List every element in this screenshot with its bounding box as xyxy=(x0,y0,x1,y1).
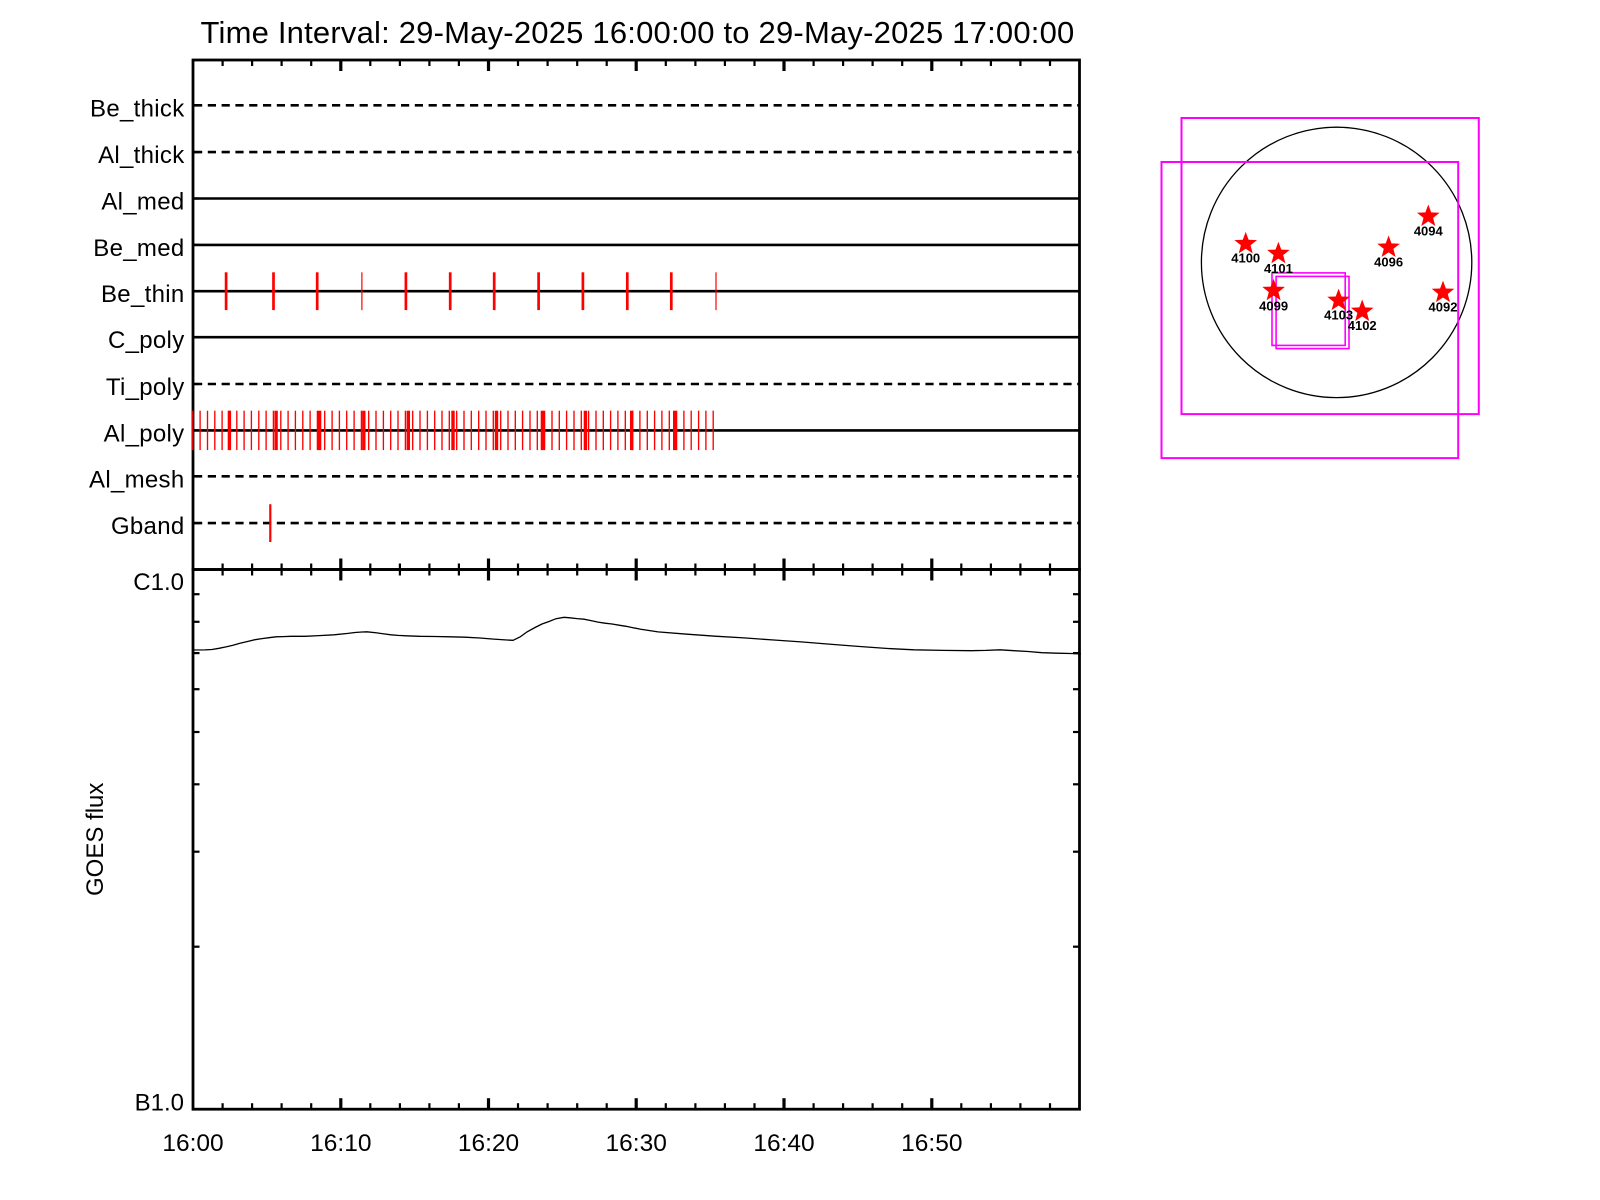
svg-text:Ti_poly: Ti_poly xyxy=(106,374,185,401)
svg-text:4099: 4099 xyxy=(1259,299,1288,314)
svg-text:GOES flux: GOES flux xyxy=(82,783,109,896)
svg-text:16:20: 16:20 xyxy=(458,1130,519,1157)
svg-text:16:40: 16:40 xyxy=(753,1130,814,1157)
svg-text:Be_thick: Be_thick xyxy=(90,95,185,122)
svg-text:16:00: 16:00 xyxy=(162,1130,223,1157)
svg-text:4102: 4102 xyxy=(1348,318,1377,333)
svg-text:4100: 4100 xyxy=(1231,250,1260,265)
svg-text:Al_poly: Al_poly xyxy=(104,420,185,447)
svg-text:Al_mesh: Al_mesh xyxy=(89,466,184,493)
svg-text:4101: 4101 xyxy=(1264,261,1293,276)
svg-text:4103: 4103 xyxy=(1324,307,1353,322)
svg-text:4092: 4092 xyxy=(1429,299,1458,314)
svg-text:Al_thick: Al_thick xyxy=(98,142,185,169)
svg-text:16:30: 16:30 xyxy=(606,1130,667,1157)
svg-text:16:50: 16:50 xyxy=(901,1130,962,1157)
svg-text:Be_med: Be_med xyxy=(93,235,184,262)
svg-text:Time Interval: 29-May-2025 16:: Time Interval: 29-May-2025 16:00:00 to 2… xyxy=(201,15,1075,50)
svg-text:B1.0: B1.0 xyxy=(135,1090,184,1117)
svg-text:C1.0: C1.0 xyxy=(133,569,184,596)
svg-text:4096: 4096 xyxy=(1374,254,1403,269)
svg-text:Gband: Gband xyxy=(111,513,185,540)
svg-text:4094: 4094 xyxy=(1414,223,1444,238)
svg-text:Be_thin: Be_thin xyxy=(101,281,185,308)
svg-text:C_poly: C_poly xyxy=(108,327,185,354)
svg-text:16:10: 16:10 xyxy=(310,1130,371,1157)
svg-text:Al_med: Al_med xyxy=(101,189,184,216)
